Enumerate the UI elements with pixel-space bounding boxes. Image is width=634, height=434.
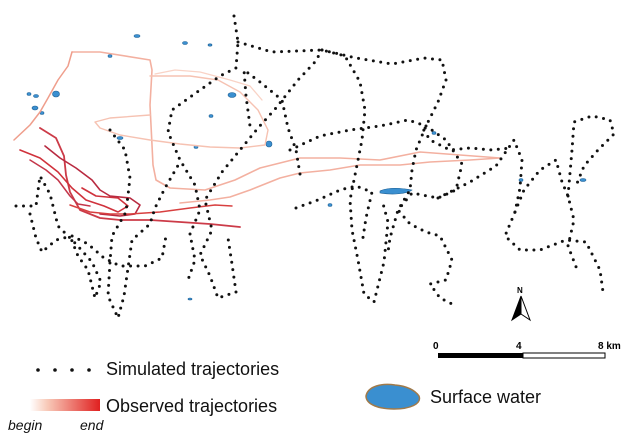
scale-bar-black-segment (438, 353, 523, 358)
water-body (133, 34, 141, 38)
simulated-trajectories (14, 14, 616, 323)
water-body (265, 140, 273, 148)
water-body (26, 92, 32, 96)
water-body (207, 43, 213, 47)
water-body (182, 41, 188, 45)
scale-label-0: 0 (433, 341, 439, 352)
simulated-trajectory (288, 118, 512, 152)
water-body (187, 297, 193, 301)
observed-trajectory (13, 51, 73, 141)
water-body (379, 187, 413, 195)
simulated-trajectory (14, 171, 103, 304)
scale-bar-white-segment (522, 352, 606, 359)
water-body (33, 94, 39, 98)
simulated-trajectory (320, 48, 448, 254)
legend-gradient-end-label: end (80, 417, 104, 433)
simulated-trajectory (198, 48, 324, 300)
simulated-trajectory (513, 157, 580, 274)
north-label: N (517, 286, 523, 295)
water-body (208, 114, 214, 118)
observed-trajectories-early (13, 51, 501, 204)
legend-surface-water-symbol (365, 383, 421, 410)
simulated-trajectory (566, 114, 616, 198)
simulated-trajectory (106, 128, 182, 323)
scale-label-4: 4 (516, 341, 522, 352)
water-body (327, 203, 333, 207)
water-body (579, 178, 587, 182)
water-body (431, 131, 437, 135)
water-body (518, 178, 524, 182)
simulated-trajectory (28, 212, 168, 268)
observed-trajectory (154, 69, 263, 101)
observed-trajectory (69, 204, 233, 215)
water-body (107, 54, 113, 58)
observed-trajectory (94, 75, 269, 149)
scale-label-8: 8 km (598, 341, 621, 352)
legend-observed-gradient (30, 399, 100, 411)
north-arrow-icon (510, 295, 532, 322)
legend-observed-label: Observed trajectories (106, 396, 278, 416)
scale-bar (438, 352, 606, 359)
observed-trajectory (39, 127, 241, 228)
legend-gradient-begin-label: begin (8, 417, 43, 433)
simulated-trajectory (236, 40, 390, 305)
observed-trajectory (71, 51, 501, 204)
observed-trajectory (29, 159, 91, 207)
water-body (52, 90, 60, 98)
legend-surface-water-label: Surface water (430, 387, 542, 407)
water-body (116, 136, 124, 140)
simulated-trajectory (242, 66, 302, 176)
simulated-trajectory (166, 14, 240, 282)
observed-trajectories-late (19, 127, 241, 228)
surface-water-bodies (26, 34, 587, 301)
water-body (31, 105, 39, 111)
legend-simulated-label: Simulated trajectories (106, 359, 280, 379)
observed-trajectory (19, 149, 129, 213)
water-body (227, 92, 237, 98)
simulated-trajectory (294, 184, 374, 246)
legend-simulated-symbol (36, 368, 91, 372)
